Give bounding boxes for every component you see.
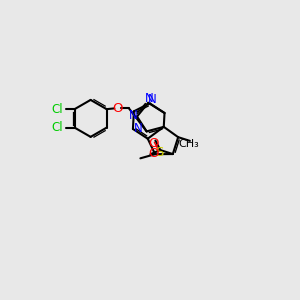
Text: Cl: Cl [52, 103, 64, 116]
Text: Cl: Cl [52, 121, 64, 134]
Text: N: N [129, 109, 138, 122]
Text: N: N [145, 92, 153, 105]
Text: O: O [148, 147, 159, 160]
Text: O: O [148, 137, 159, 150]
Text: N: N [134, 122, 143, 135]
Text: S: S [155, 146, 163, 159]
Text: O: O [112, 102, 123, 115]
Text: N: N [148, 93, 156, 106]
Text: CH₃: CH₃ [178, 139, 199, 149]
